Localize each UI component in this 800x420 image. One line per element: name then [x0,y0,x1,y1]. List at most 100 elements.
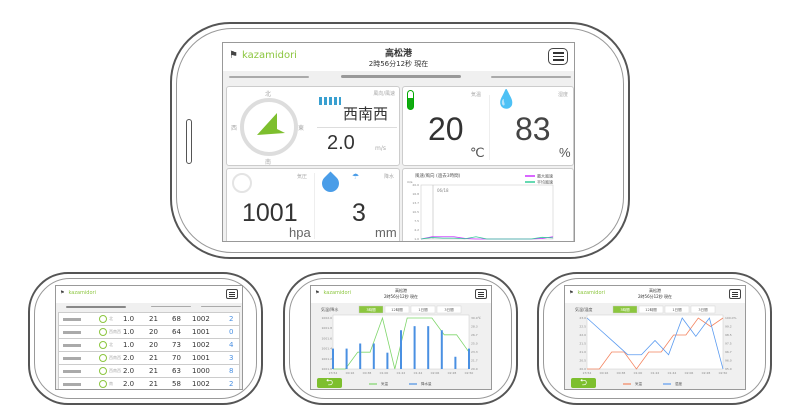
logo-text: kazamidori [323,290,351,296]
x-tick: 00:16 [346,371,355,375]
row-wind: 2.0 [123,380,135,388]
menu-button[interactable] [729,289,741,299]
station-row[interactable]: 北 1.0 20 73 1002 4 [58,338,240,352]
precip-bar [332,348,334,369]
chart-title: 気温/湿度 [575,306,592,312]
compass-east: 東 [298,125,305,132]
current-time: 2時56分12秒 現在 [368,60,429,68]
wind-speed: 2.0 [327,132,355,154]
menu-button[interactable] [226,289,238,299]
legend-label: 最大風速 [537,173,553,179]
row-rain: 2 [229,380,234,388]
humidity-value: 83 [515,111,551,147]
tab-label: 12時間 [645,307,657,312]
row-dir: 北 [109,342,113,347]
y-tick-right: 25.0 [471,342,478,346]
logo-text: kazamidori [241,50,297,61]
y-tick: 1.0 [414,237,419,241]
row-rain: 0 [229,328,234,336]
row-dir: 西南西 [109,329,121,334]
y-tick-right: 96.0 [725,359,732,363]
x-tick: 23:54 [329,371,338,375]
y-tick: 7.5 [414,219,419,223]
tab-2[interactable] [664,305,690,314]
pressure-label: 気圧 [297,174,308,180]
temp-rain-chart[interactable]: 気温/降水 3時間 12時間 1日間 3日間 1002.0 1001.8 1001.6 1001… [311,303,492,390]
row-dir: 西南西 [109,355,121,360]
temp-humidity-card: 気温 20 ℃ 💧 湿度 83 % [402,86,574,166]
station-row[interactable]: 西南西 1.0 20 64 1001 0 [58,325,240,339]
row-wind: 2.0 [123,354,135,362]
station-row[interactable]: 北 1.0 21 68 1002 2 [58,312,240,326]
wind-direction-icon [99,341,107,349]
tab-1[interactable] [638,305,664,314]
legend-label: 湿度 [675,381,683,386]
tab-label: 3日間 [444,307,454,312]
row-rain: 3 [229,354,234,362]
umbrella-icon: ☂ [352,172,360,181]
list-screen: ⚑ kazamidori 北 1.0 21 68 1002 2 西南西 1.0 2… [55,285,243,390]
back-button[interactable]: ⮌ [317,378,342,388]
page-indicator-active[interactable] [341,75,461,78]
precip-bar [427,326,430,369]
chart-title: 気温/降水 [321,306,338,312]
logo-text: kazamidori [577,290,605,296]
tab-2[interactable] [410,305,436,314]
tab-0[interactable] [612,305,638,314]
series-line [587,317,724,370]
row-wind: 1.0 [123,328,135,336]
back-button[interactable]: ⮌ [571,378,596,388]
y-tick-right: 21.7 [471,359,478,363]
station-row[interactable]: 南 2.0 21 58 1002 2 [58,377,240,389]
y-tick-left: 22.0 [579,333,586,337]
station-title: 高松港 [384,49,412,59]
rain-label: 降水 [383,174,394,180]
temp-label: 気温 [471,92,482,98]
legend-label: 気温 [635,381,643,386]
row-pres: 1002 [192,380,210,388]
pressure-rain-card: 気圧 1001 hpa ☂ 降水 3 mm [226,168,400,241]
page-indicator-active[interactable] [66,306,126,308]
wind-chart[interactable]: 風速/風向 (過去3時間)m/s 06/18 20.0 16.8 13.7 10.5 7.5… [403,169,575,242]
rain-value: 3 [352,199,366,227]
tab-3[interactable] [436,305,462,314]
y-tick-left: 20.5 [579,359,586,363]
weathervane-icon: ⚑ [569,290,574,296]
pressure-unit: hpa [289,225,311,240]
station-name-placeholder [63,317,81,321]
y-tick-right: 98.5 [725,333,732,337]
row-rain: 2 [229,315,234,323]
precip-bar [372,343,375,369]
menu-button[interactable] [548,48,568,65]
x-tick: 02:28 [702,371,711,375]
tab-1[interactable] [384,305,410,314]
y-tick-left: 1002.0 [322,316,333,320]
station-name-placeholder [63,356,81,360]
x-tick: 00:38 [617,371,626,375]
precip-bar [386,352,389,369]
tab-label: 3時間 [620,307,630,312]
station-row[interactable]: 西南西 2.0 21 63 1000 8 [58,364,240,378]
precip-bar [400,330,402,369]
y-tick-left: 21.5 [579,342,586,346]
menu-button[interactable] [475,289,487,299]
row-dir: 南 [109,381,113,386]
x-tick: 01:00 [634,371,643,375]
temp-humidity-chart[interactable]: 気温/湿度 3時間 12時間 1日間 3日間 23.0 22.5 22.0 21.5 21.0 20… [565,303,746,390]
x-tick: 02:06 [431,371,440,375]
page-indicator [201,306,241,307]
y-tick-right: 26.7 [471,333,478,337]
row-dir: 北 [109,316,113,321]
station-row[interactable]: 西南西 2.0 21 70 1001 3 [58,351,240,365]
row-hum: 70 [172,354,181,362]
chart-title: 風速/風向 (過去3時間) [415,172,461,179]
compass-west: 西 [231,125,238,132]
humidity-label: 湿度 [557,92,568,98]
y-tick-left: 1001.6 [322,336,333,340]
tab-0[interactable] [358,305,384,314]
wind-direction-icon [99,380,107,388]
tab-3[interactable] [690,305,716,314]
y-tick: 10.5 [412,210,419,214]
row-temp: 21 [149,380,158,388]
x-tick: 01:44 [668,371,677,375]
